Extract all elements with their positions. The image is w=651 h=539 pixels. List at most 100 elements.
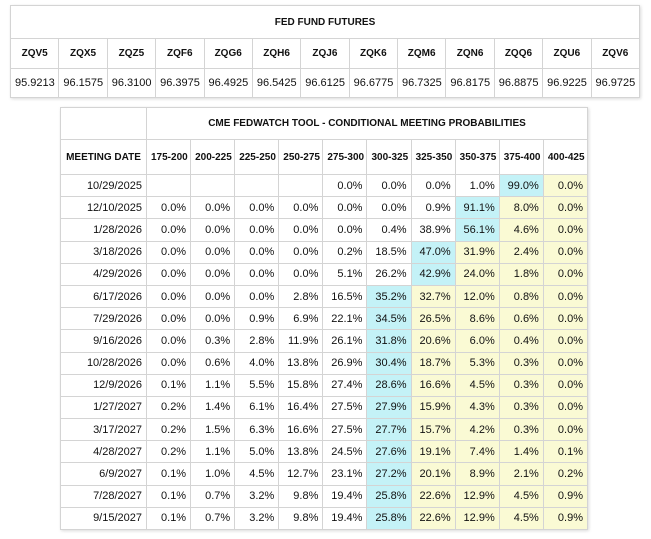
probability: 0.0% — [410, 173, 456, 198]
probability: 0.0% — [190, 196, 236, 220]
contract-price: 96.9725 — [590, 68, 640, 98]
probability: 12.0% — [454, 284, 500, 309]
probability: 0.0% — [145, 218, 192, 242]
table-row: 3/17/2027 0.2% 1.5% 6.3% 16.6% 27.5% 27.7% 15.7… — [60, 418, 589, 442]
probability: 16.5% — [322, 284, 368, 309]
probability: 0.1% — [542, 440, 589, 464]
probability: 27.5% — [322, 418, 368, 442]
probability: 0.7% — [190, 506, 236, 531]
probability: 0.0% — [190, 218, 236, 242]
probability: 0.0% — [234, 262, 280, 286]
meeting-date: 4/28/2027 — [60, 440, 147, 464]
probability: 0.0% — [542, 196, 589, 220]
probability: 25.8% — [366, 506, 412, 531]
contract-code: ZQK6 — [348, 38, 399, 69]
meeting-date: 9/16/2026 — [60, 329, 147, 353]
table-row: 1/28/2026 0.0% 0.0% 0.0% 0.0% 0.0% 0.4% 38.9% 56… — [60, 218, 589, 242]
probability: 1.1% — [190, 373, 236, 397]
probability: 22.6% — [410, 506, 456, 531]
probability: 31.9% — [454, 240, 500, 264]
probability: 0.0% — [145, 284, 192, 309]
meeting-date: 1/28/2026 — [60, 218, 147, 242]
probability: 91.1% — [454, 196, 500, 220]
column-header: 200-225 — [190, 139, 236, 175]
probability: 16.4% — [278, 395, 324, 420]
probability: 99.0% — [498, 173, 544, 198]
probability: 0.0% — [278, 262, 324, 286]
probability: 1.1% — [190, 440, 236, 464]
probability: 0.7% — [190, 484, 236, 508]
table-row: 12/9/2026 0.1% 1.1% 5.5% 15.8% 27.4% 28.6% 16.6… — [60, 373, 589, 397]
probability: 0.0% — [145, 196, 192, 220]
probability: 19.4% — [322, 484, 368, 508]
probability: 0.0% — [542, 173, 589, 198]
probability: 0.1% — [145, 373, 192, 397]
probability: 4.5% — [234, 462, 280, 486]
probability: 0.3% — [498, 418, 544, 442]
probability: 0.0% — [366, 173, 412, 198]
empty-cell — [145, 173, 192, 198]
probability: 0.0% — [542, 218, 589, 242]
contract-price: 96.5425 — [251, 68, 302, 98]
meeting-date: 3/17/2027 — [60, 418, 147, 442]
probability: 1.4% — [190, 395, 236, 420]
probability: 0.1% — [145, 484, 192, 508]
probability: 27.6% — [366, 440, 412, 464]
table-title: CME FEDWATCH TOOL - CONDITIONAL MEETING … — [146, 107, 588, 140]
probability: 8.6% — [454, 307, 500, 331]
probability: 9.8% — [278, 506, 324, 531]
probability: 4.0% — [234, 351, 280, 375]
probability: 0.0% — [542, 351, 589, 375]
column-header: 250-275 — [278, 139, 324, 175]
contract-price: 96.1575 — [58, 68, 108, 98]
probability: 6.3% — [234, 418, 280, 442]
table-row: 7/29/2026 0.0% 0.0% 0.9% 6.9% 22.1% 34.5% 26.5%… — [60, 307, 589, 331]
meeting-date: 9/15/2027 — [60, 506, 147, 531]
probability: 0.0% — [542, 284, 589, 309]
probability: 42.9% — [410, 262, 456, 286]
contract-price: 95.9213 — [9, 68, 60, 98]
probability: 0.0% — [366, 196, 412, 220]
probability: 6.9% — [278, 307, 324, 331]
empty-cell — [234, 173, 280, 198]
empty-cell — [278, 173, 324, 198]
column-header: 225-250 — [234, 139, 280, 175]
probability: 9.8% — [278, 484, 324, 508]
probability: 12.7% — [278, 462, 324, 486]
probability: 20.1% — [410, 462, 456, 486]
table-row: 7/28/2027 0.1% 0.7% 3.2% 9.8% 19.4% 25.8% 22.6%… — [60, 484, 589, 508]
meeting-date: 3/18/2026 — [60, 240, 147, 264]
probability: 5.0% — [234, 440, 280, 464]
contract-price: 96.9225 — [542, 68, 592, 98]
probability: 1.0% — [454, 173, 500, 198]
probability: 6.1% — [234, 395, 280, 420]
probability: 22.1% — [322, 307, 368, 331]
probability: 2.8% — [278, 284, 324, 309]
probability: 32.7% — [410, 284, 456, 309]
probability: 26.1% — [322, 329, 368, 353]
probability: 0.0% — [234, 240, 280, 264]
probability: 8.0% — [498, 196, 544, 220]
contract-code: ZQH6 — [251, 38, 302, 69]
probability: 5.1% — [322, 262, 368, 286]
table-row: 9/16/2026 0.0% 0.3% 2.8% 11.9% 26.1% 31.8% 20.6… — [60, 329, 589, 353]
probability: 12.9% — [454, 506, 500, 531]
probability: 5.3% — [454, 351, 500, 375]
probability: 0.0% — [542, 307, 589, 331]
probability: 27.2% — [366, 462, 412, 486]
probability: 4.5% — [498, 484, 544, 508]
probability: 0.9% — [542, 506, 589, 531]
probability: 27.7% — [366, 418, 412, 442]
table-row: 9/15/2027 0.1% 0.7% 3.2% 9.8% 19.4% 25.8% 22.6%… — [60, 506, 589, 531]
meeting-date: 10/28/2026 — [60, 351, 147, 375]
probability: 0.3% — [498, 351, 544, 375]
probability: 0.9% — [542, 484, 589, 508]
empty-cell — [190, 173, 236, 198]
contract-price: 96.6775 — [348, 68, 399, 98]
probability: 15.7% — [410, 418, 456, 442]
meeting-date: 7/28/2027 — [60, 484, 147, 508]
probability: 0.0% — [145, 240, 192, 264]
probability: 0.2% — [145, 395, 192, 420]
column-header: MEETING DATE — [60, 139, 147, 175]
probability: 0.0% — [278, 196, 324, 220]
